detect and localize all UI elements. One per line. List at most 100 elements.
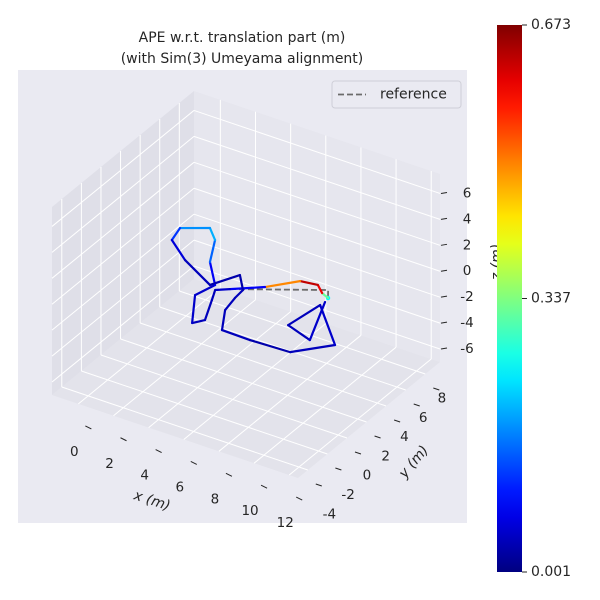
trajectory-segment <box>214 288 232 292</box>
x-tick-label: 12 <box>277 515 294 531</box>
grid-line <box>218 334 362 452</box>
tick-mark <box>335 467 342 471</box>
x-tick-label: 8 <box>211 491 220 507</box>
y-tick-label: 4 <box>400 429 409 445</box>
x-tick-label: 6 <box>175 479 184 495</box>
trajectory-segment <box>316 283 324 295</box>
trajectory-segment <box>228 285 267 291</box>
tick-mark <box>85 425 92 430</box>
trajectory-segment <box>208 260 217 287</box>
tick-mark <box>393 419 401 423</box>
tick-mark <box>225 472 233 477</box>
trajectory-segment <box>220 308 227 332</box>
trajectory-segment <box>208 226 217 242</box>
tick-mark <box>440 347 448 350</box>
tick-mark <box>440 191 448 194</box>
colorbar-tick-label: 0.673 <box>531 17 571 33</box>
z-tick-label: -4 <box>460 315 473 331</box>
trajectory-segment <box>191 318 207 325</box>
z-tick-label: -2 <box>460 289 473 305</box>
tick-mark <box>413 403 420 407</box>
trajectory-segment <box>208 238 217 264</box>
tick-mark <box>315 483 322 487</box>
tick-mark <box>440 295 448 298</box>
trajectory-segment <box>210 288 217 302</box>
tick-mark <box>155 449 162 454</box>
trajectory-segment <box>170 226 182 242</box>
grid-line <box>183 323 327 440</box>
trajectory-segment <box>263 280 302 289</box>
tick-mark <box>295 496 303 501</box>
trajectory-segment <box>203 298 214 322</box>
grid-line <box>51 239 195 357</box>
grid-line <box>61 386 308 471</box>
tick-mark <box>440 269 448 272</box>
tick-mark <box>190 461 198 465</box>
trajectory-segment <box>321 291 330 300</box>
trajectory-segment <box>220 328 252 342</box>
pane-floor <box>52 279 440 478</box>
grid-line <box>78 287 221 405</box>
x-tick-label: 4 <box>140 468 149 484</box>
trajectory-segment <box>191 293 197 325</box>
colorbar <box>497 25 522 572</box>
chart-title: APE w.r.t. translation part (m) <box>139 30 346 46</box>
grid-line <box>253 346 397 464</box>
y-tick-label: 2 <box>381 448 390 464</box>
y-tick-label: 0 <box>363 468 372 484</box>
tick-mark <box>440 243 448 246</box>
legend-label: reference <box>380 87 447 103</box>
grid-line <box>81 370 328 455</box>
grid-line <box>120 338 367 423</box>
trajectory-segment <box>298 280 320 287</box>
grid-line <box>193 213 441 298</box>
trajectory-segment <box>287 303 322 327</box>
z-tick-label: -6 <box>460 341 473 357</box>
grid-line <box>179 290 426 375</box>
grid-line <box>51 135 195 253</box>
trajectory-segment <box>319 303 337 347</box>
tick-mark <box>440 217 448 220</box>
grid-line <box>148 311 291 428</box>
trajectory-segment <box>288 343 337 354</box>
grid-line <box>113 299 256 417</box>
grid-line <box>193 239 441 324</box>
grid-line <box>139 322 387 407</box>
trajectory-segment <box>308 300 327 342</box>
trajectory-segment <box>193 283 217 297</box>
reference-line <box>229 288 330 299</box>
y-tick-label: 8 <box>438 390 447 406</box>
grid-line <box>288 358 432 476</box>
trajectory-segment <box>248 338 292 354</box>
grid-line <box>193 187 441 272</box>
colorbar-tick-label: 0.337 <box>531 291 571 307</box>
grid-line <box>51 213 195 331</box>
x-tick-label: 2 <box>105 456 114 472</box>
trajectory-segment <box>208 273 242 287</box>
tick-mark <box>120 437 127 442</box>
grid-line <box>51 110 195 227</box>
tick-mark <box>260 484 268 489</box>
legend-box <box>331 80 462 109</box>
x-tick-label: 0 <box>70 444 79 460</box>
tick-mark <box>440 321 448 324</box>
trajectory-segment <box>238 273 245 292</box>
grid-line <box>51 161 195 279</box>
grid-line <box>51 187 195 305</box>
trajectory-segment <box>287 324 311 342</box>
colorbar-tick-label: 0.001 <box>531 564 571 580</box>
grid-line <box>193 161 441 246</box>
y-tick-label: -4 <box>323 506 336 522</box>
tick-mark <box>374 435 381 439</box>
grid-line <box>193 135 441 220</box>
y-tick-label: -2 <box>341 487 354 503</box>
z-tick-label: 2 <box>463 237 472 253</box>
z-tick-label: 0 <box>463 263 472 279</box>
grid-line <box>193 109 441 194</box>
grid-line <box>51 265 195 383</box>
trajectory-segment <box>233 288 245 300</box>
trajectory-segment <box>170 238 187 262</box>
pane-left <box>52 91 194 395</box>
y-tick-label: 6 <box>419 410 428 426</box>
